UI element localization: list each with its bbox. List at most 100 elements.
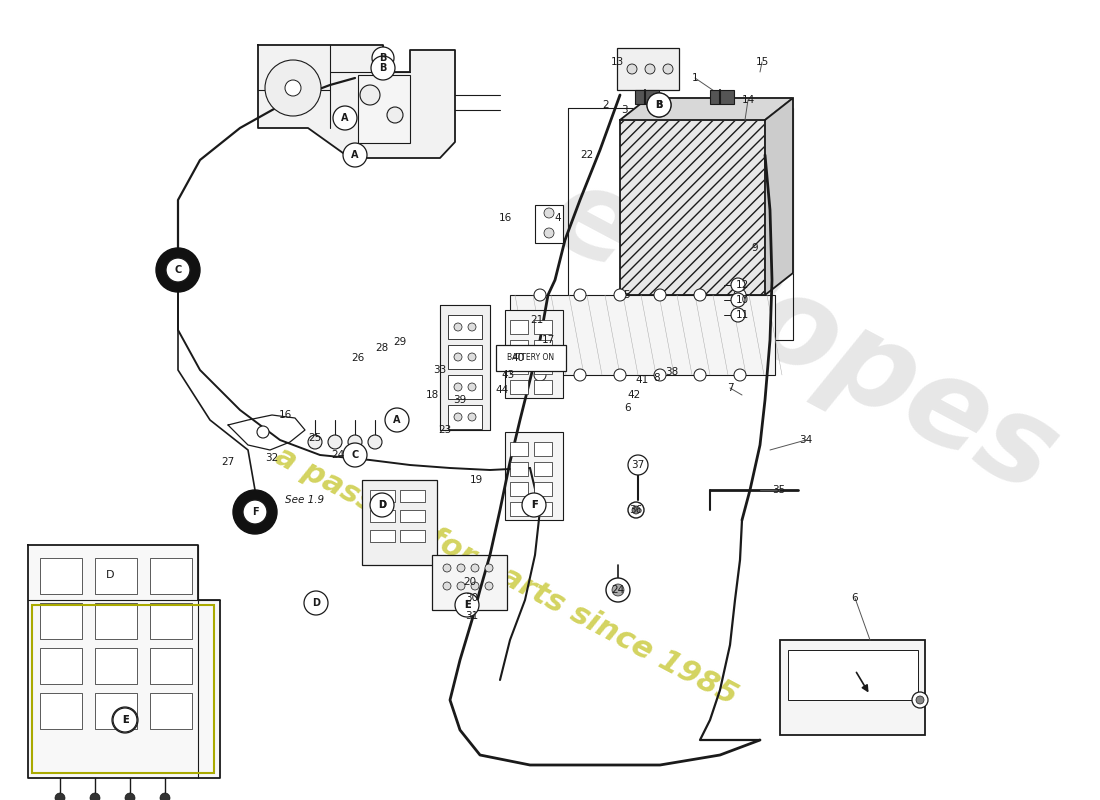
Bar xyxy=(780,640,925,735)
Text: A: A xyxy=(394,415,400,425)
Circle shape xyxy=(732,278,745,292)
Circle shape xyxy=(454,413,462,421)
Circle shape xyxy=(544,228,554,238)
Circle shape xyxy=(233,490,277,534)
Circle shape xyxy=(614,289,626,301)
Text: 43: 43 xyxy=(502,370,515,380)
Text: 24: 24 xyxy=(331,450,344,460)
Bar xyxy=(448,375,482,399)
Text: F: F xyxy=(530,500,537,510)
Circle shape xyxy=(243,500,267,524)
Bar xyxy=(534,340,552,354)
Circle shape xyxy=(443,582,451,590)
Text: 21: 21 xyxy=(530,315,543,325)
Bar xyxy=(95,648,138,684)
Text: 34: 34 xyxy=(800,435,813,445)
Text: 7: 7 xyxy=(727,383,734,393)
Text: 1: 1 xyxy=(692,73,698,83)
Circle shape xyxy=(343,443,367,467)
Text: 22: 22 xyxy=(581,150,594,160)
Polygon shape xyxy=(764,98,793,295)
Text: 25: 25 xyxy=(308,433,321,443)
Bar xyxy=(95,693,138,729)
Polygon shape xyxy=(620,98,793,120)
Bar xyxy=(400,530,425,542)
Bar xyxy=(370,530,395,542)
Bar xyxy=(534,442,552,456)
Text: F: F xyxy=(252,507,258,517)
Circle shape xyxy=(916,696,924,704)
Bar xyxy=(534,462,552,476)
Text: 40: 40 xyxy=(512,353,525,363)
Bar xyxy=(150,693,192,729)
Bar xyxy=(510,320,528,334)
Bar xyxy=(150,603,192,639)
Circle shape xyxy=(90,793,100,800)
Text: 38: 38 xyxy=(666,367,679,377)
Bar xyxy=(40,603,82,639)
Text: 23: 23 xyxy=(439,425,452,435)
Bar xyxy=(32,605,215,773)
Text: A: A xyxy=(341,113,349,123)
Text: 24: 24 xyxy=(612,585,625,595)
Text: E: E xyxy=(464,600,471,610)
Circle shape xyxy=(333,106,358,130)
Circle shape xyxy=(343,143,367,167)
Text: E: E xyxy=(122,715,129,725)
Circle shape xyxy=(371,56,395,80)
Bar xyxy=(617,48,679,90)
Circle shape xyxy=(574,369,586,381)
Text: 36: 36 xyxy=(629,505,642,515)
Circle shape xyxy=(112,707,138,733)
Circle shape xyxy=(454,323,462,331)
Text: a passion for parts since 1985: a passion for parts since 1985 xyxy=(270,442,742,710)
Text: 27: 27 xyxy=(221,457,234,467)
Text: 5: 5 xyxy=(624,290,630,300)
Text: 4: 4 xyxy=(554,213,561,223)
Bar xyxy=(510,380,528,394)
Bar xyxy=(510,482,528,496)
Text: See 1.9: See 1.9 xyxy=(285,495,324,505)
Text: europes: europes xyxy=(529,154,1077,518)
Circle shape xyxy=(454,353,462,361)
Text: 41: 41 xyxy=(636,375,649,385)
Circle shape xyxy=(265,60,321,116)
Bar xyxy=(710,90,734,104)
Text: 42: 42 xyxy=(627,390,640,400)
Text: 30: 30 xyxy=(465,593,478,603)
Text: 16: 16 xyxy=(278,410,292,420)
Bar xyxy=(620,120,764,295)
Bar xyxy=(95,558,138,594)
Circle shape xyxy=(606,578,630,602)
Circle shape xyxy=(632,506,640,514)
Circle shape xyxy=(471,564,478,572)
Circle shape xyxy=(387,107,403,123)
Circle shape xyxy=(371,494,393,516)
Circle shape xyxy=(522,494,544,516)
Circle shape xyxy=(627,64,637,74)
Text: 8: 8 xyxy=(653,373,660,383)
Circle shape xyxy=(694,369,706,381)
Circle shape xyxy=(645,64,654,74)
Text: 17: 17 xyxy=(541,335,554,345)
Circle shape xyxy=(348,435,362,449)
Text: D: D xyxy=(378,500,386,510)
Text: 35: 35 xyxy=(772,485,785,495)
Text: 12: 12 xyxy=(736,280,749,290)
Text: C: C xyxy=(175,265,182,275)
Circle shape xyxy=(385,408,409,432)
Text: 3: 3 xyxy=(620,105,627,115)
Text: F: F xyxy=(530,500,537,510)
Circle shape xyxy=(647,93,671,117)
Text: 29: 29 xyxy=(394,337,407,347)
Text: 26: 26 xyxy=(351,353,364,363)
Bar xyxy=(510,295,776,375)
Bar xyxy=(95,603,138,639)
Circle shape xyxy=(654,289,666,301)
Circle shape xyxy=(468,413,476,421)
Text: 16: 16 xyxy=(498,213,512,223)
Text: 6: 6 xyxy=(625,403,631,413)
Text: 44: 44 xyxy=(495,385,508,395)
Bar xyxy=(370,510,395,522)
Bar xyxy=(40,693,82,729)
